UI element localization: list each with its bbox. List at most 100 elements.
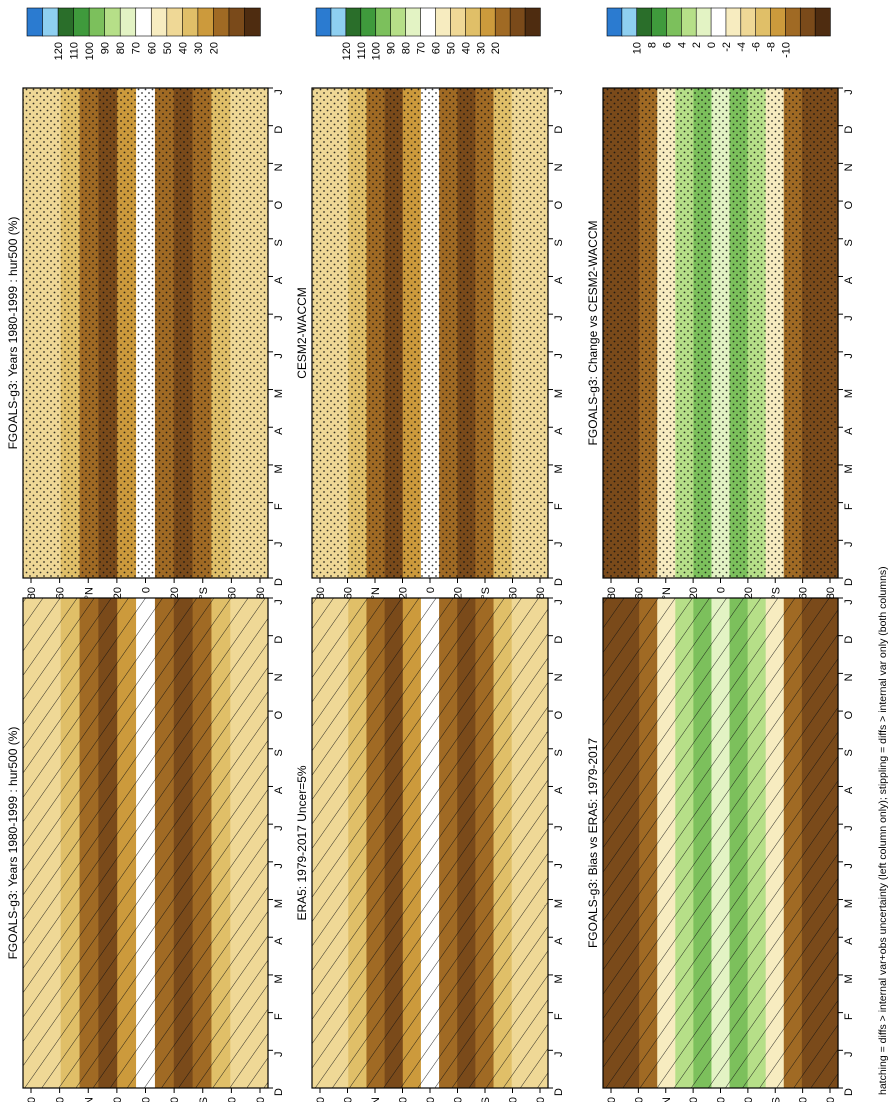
- colorbar-swatch: [345, 7, 362, 37]
- colorbar-label: 30: [193, 42, 205, 54]
- colorbar-swatch: [435, 7, 452, 37]
- month-tick-label: J: [273, 89, 285, 95]
- colorbar-swatch: [450, 7, 467, 37]
- chart-panel-5: D J F M A M J J A S O N D J 80 60 °N 20 0 20 °S 60 80 FGOALS-g3…: [586, 517, 855, 1102]
- colorbar-swatch: [228, 7, 246, 37]
- month-tick-label: D: [273, 1088, 285, 1096]
- month-tick-label: A: [273, 427, 285, 435]
- lat-tick-label: 80: [606, 587, 618, 599]
- colorbar-swatch: [814, 7, 831, 37]
- month-tick-label: D: [553, 126, 565, 134]
- month-tick-label: F: [273, 503, 285, 510]
- significance-overlay: [23, 88, 268, 578]
- colorbar-swatch: [73, 7, 90, 37]
- month-tick-label: M: [273, 389, 285, 398]
- colorbar-label: 120: [53, 42, 65, 60]
- colorbar-label: 90: [386, 42, 398, 54]
- month-tick-label: M: [273, 464, 285, 473]
- month-tick-label: D: [273, 578, 285, 586]
- colorbar-label: 110: [356, 42, 368, 60]
- colorbar-swatch: [330, 7, 347, 37]
- chart-panel-4: D J F M A M J J A S O N D J 80 60 °N 20 0 20 °S 60 80 CESM2-WAC…: [295, 7, 565, 599]
- month-tick-label: M: [273, 899, 285, 908]
- month-tick-label: F: [553, 503, 565, 510]
- month-tick-label: A: [553, 786, 565, 794]
- colorbar-swatch: [213, 7, 230, 37]
- colorbar-swatch: [681, 7, 697, 37]
- month-tick-label: S: [273, 239, 285, 246]
- colorbar-swatch: [375, 7, 392, 37]
- month-tick-label: J: [273, 315, 285, 321]
- colorbar-label: 50: [162, 42, 174, 54]
- month-tick-label: J: [843, 542, 855, 548]
- colorbar-swatch: [405, 7, 422, 37]
- lat-tick-label: 80: [255, 1097, 267, 1102]
- lat-tick-label: °S: [770, 587, 782, 599]
- chart-title: FGOALS-g3: Years 1980-1999 : hur500 (%): [6, 727, 20, 960]
- colorbar-swatch: [621, 7, 638, 37]
- colorbar-label: 40: [460, 42, 472, 54]
- colorbar-label: 8: [647, 42, 659, 48]
- lat-tick-label: 20: [743, 1097, 755, 1102]
- lat-tick-label: 60: [798, 587, 810, 599]
- colorbar-label: 4: [676, 42, 688, 48]
- significance-overlay: [312, 598, 548, 1088]
- colorbar-swatch: [479, 7, 496, 37]
- lat-tick-label: 60: [798, 1097, 810, 1102]
- month-tick-label: D: [553, 578, 565, 586]
- lat-tick-label: 80: [315, 587, 327, 599]
- colorbar-swatch: [785, 7, 801, 37]
- colorbar-swatch: [197, 7, 215, 37]
- colorbar-label: 20: [208, 42, 220, 54]
- month-tick-label: D: [273, 636, 285, 644]
- lat-tick-label: 20: [112, 587, 124, 599]
- colorbar-label: 120: [341, 42, 353, 60]
- month-tick-label: J: [273, 1052, 285, 1058]
- month-tick-label: A: [273, 276, 285, 284]
- colorbar-swatch: [755, 7, 772, 37]
- chart-title: CESM2-WACCM: [295, 287, 309, 379]
- lat-tick-label: 20: [453, 1097, 465, 1102]
- colorbar-label: 10: [632, 42, 644, 54]
- lat-tick-label: 60: [226, 1097, 238, 1102]
- month-tick-label: S: [843, 749, 855, 756]
- colorbar-swatch: [420, 7, 437, 37]
- lat-tick-label: 60: [226, 587, 238, 599]
- month-tick-label: D: [273, 126, 285, 134]
- colorbar-label: 30: [475, 42, 487, 54]
- lat-tick-label: 0: [716, 1097, 728, 1102]
- lat-tick-label: 20: [453, 587, 465, 599]
- lat-tick-label: 80: [26, 587, 38, 599]
- month-tick-label: J: [553, 542, 565, 548]
- chart-panel-1: D J F M A M J J A S O N D J 80 60 °N 20 0 20 °S 60 80 FGOALS-g3…: [6, 517, 285, 1102]
- month-tick-label: A: [843, 786, 855, 794]
- lat-tick-label: °S: [480, 1097, 492, 1102]
- lat-tick-label: °N: [83, 1097, 95, 1102]
- month-tick-label: O: [553, 200, 565, 209]
- lat-tick-label: 60: [343, 587, 355, 599]
- chart-title: ERA5: 1979-2017 Uncer=5%: [295, 765, 309, 920]
- colorbar-label: 60: [146, 42, 158, 54]
- month-tick-label: J: [843, 89, 855, 95]
- month-tick-label: M: [553, 389, 565, 398]
- colorbar-swatch: [770, 7, 787, 37]
- month-tick-label: D: [843, 1088, 855, 1096]
- colorbar-swatch: [166, 7, 184, 37]
- lat-tick-label: 60: [343, 1097, 355, 1102]
- colorbar-label: 0: [706, 42, 718, 48]
- lat-tick-label: 60: [633, 1097, 645, 1102]
- month-tick-label: D: [553, 1088, 565, 1096]
- lat-tick-label: 80: [535, 1097, 547, 1102]
- significance-overlay: [603, 598, 838, 1088]
- month-tick-label: A: [843, 276, 855, 284]
- lat-tick-label: 20: [169, 1097, 181, 1102]
- month-tick-label: J: [843, 353, 855, 359]
- colorbar-swatch: [509, 7, 526, 37]
- month-tick-label: J: [273, 599, 285, 605]
- month-tick-label: M: [843, 464, 855, 473]
- colorbar-label: 100: [84, 42, 96, 60]
- month-tick-label: J: [553, 599, 565, 605]
- month-tick-label: D: [843, 636, 855, 644]
- colorbar-label: 6: [661, 42, 673, 48]
